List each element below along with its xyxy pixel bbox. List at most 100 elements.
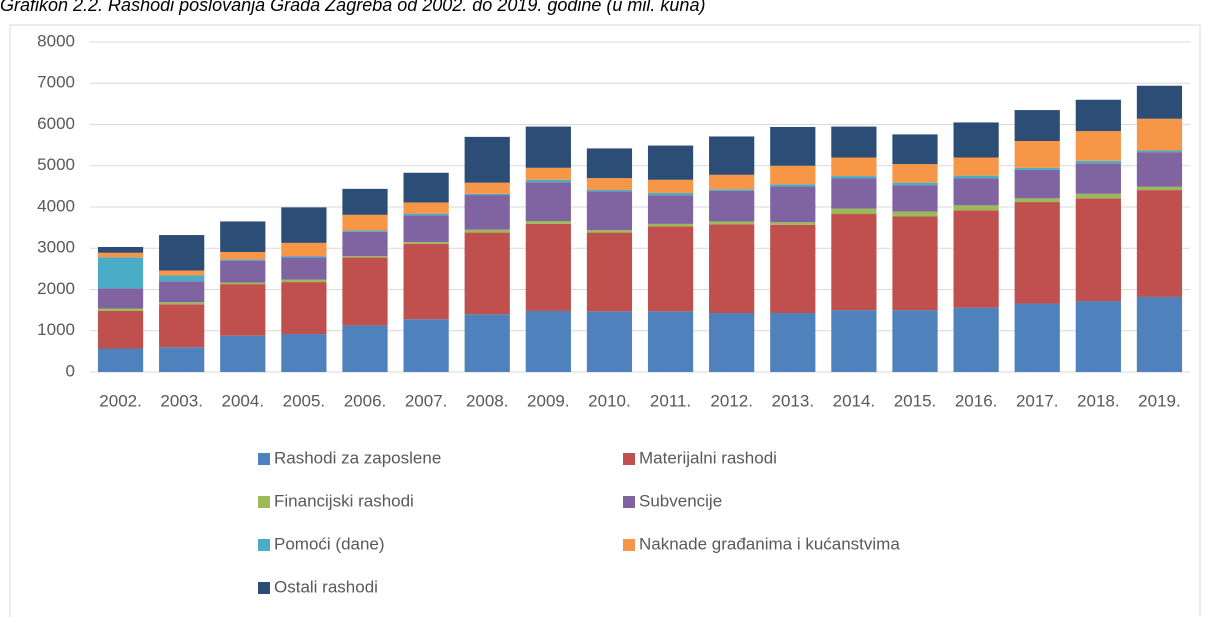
legend-label: Ostali rashodi [274, 577, 378, 596]
chart-frame [9, 24, 1201, 617]
bar-segment [1014, 110, 1060, 141]
bar-segment [220, 284, 266, 336]
bar-segment [159, 304, 205, 348]
bar-segment [281, 334, 327, 372]
legend-swatch [623, 453, 635, 465]
bar-segment [1136, 190, 1183, 297]
bar-segment [464, 193, 510, 196]
bar-segment [464, 229, 510, 233]
bar-segment [220, 282, 266, 285]
bar-segment [647, 145, 694, 180]
bar-segment [770, 222, 816, 225]
legend-swatch [623, 496, 635, 508]
y-tick-label: 4000 [37, 196, 75, 215]
bar-segment [464, 182, 510, 194]
bar-segment [953, 157, 999, 176]
bar-segment [281, 282, 327, 335]
x-tick-label: 2018. [1077, 391, 1120, 410]
bar-segment [342, 256, 388, 258]
bar-segment [892, 134, 938, 165]
y-tick-label: 3000 [37, 238, 75, 257]
bar-segment [1014, 303, 1060, 372]
bar-segment [342, 231, 388, 257]
bar-segment [525, 221, 571, 224]
legend-label: Financijski rashodi [274, 491, 414, 510]
bar-segment [892, 185, 938, 212]
x-tick-label: 2006. [344, 391, 387, 410]
bar-segment [464, 195, 510, 230]
bar-segment [159, 302, 205, 305]
bar-segment [586, 178, 633, 190]
bar-segment [464, 314, 510, 372]
bar-segment [281, 279, 327, 283]
bar-segment [342, 214, 388, 231]
bar-segment [953, 122, 999, 158]
bar-segment [1136, 186, 1183, 191]
bar-segment [281, 256, 327, 258]
x-tick-label: 2002. [99, 391, 142, 410]
bar-segment [586, 189, 633, 192]
bar-segment [647, 192, 694, 196]
bar-segment [159, 275, 205, 282]
y-tick-label: 0 [66, 361, 75, 380]
bar-segment [220, 259, 266, 261]
bar-segment [709, 136, 755, 175]
bar-segment [159, 235, 205, 271]
bar-segment [647, 311, 694, 372]
bar-segment [220, 260, 266, 283]
bar-segment [647, 179, 694, 193]
bar-segment [770, 224, 816, 314]
bar-segment [281, 257, 327, 280]
bar-segment [892, 211, 938, 217]
legend-label: Materijalni rashodi [639, 448, 777, 467]
x-tick-label: 2012. [710, 391, 753, 410]
bar-segment [525, 179, 571, 183]
bar-segment [586, 232, 633, 312]
x-tick-label: 2007. [405, 391, 448, 410]
y-tick-label: 8000 [37, 31, 75, 50]
bar-segment [586, 230, 633, 233]
bar-segment [831, 310, 877, 372]
x-tick-label: 2019. [1138, 391, 1181, 410]
bar-segment [525, 223, 571, 311]
bar-segment [831, 126, 877, 158]
chart-title: Grafikon 2.2. Rashodi poslovanja Grada Z… [0, 0, 705, 15]
bar-segment [709, 224, 755, 314]
y-tick-label: 6000 [37, 114, 75, 133]
bar-segment [770, 184, 816, 187]
bar-segment [403, 319, 449, 372]
bar-segment [1136, 152, 1183, 187]
bar-segment [1014, 202, 1060, 304]
bar-segment [770, 186, 816, 223]
legend-swatch [258, 453, 270, 465]
bar-segment [1014, 141, 1060, 168]
bar-segment [403, 213, 449, 216]
bar-segment [1014, 167, 1060, 170]
bar-segment [709, 174, 755, 190]
bar-segment [709, 190, 755, 222]
bar-segment [709, 189, 755, 191]
bar-segment [525, 167, 571, 180]
bar-segment [1075, 160, 1121, 164]
bar-segment [953, 210, 999, 308]
bar-segment [403, 202, 449, 214]
bar-segment [281, 207, 327, 243]
bar-segment [220, 221, 266, 252]
x-tick-label: 2010. [588, 391, 631, 410]
x-tick-label: 2005. [283, 391, 326, 410]
bar-segment [1075, 163, 1121, 194]
bar-segment [525, 182, 571, 222]
bar-segment [403, 242, 449, 244]
bar-segment [953, 205, 999, 211]
legend-swatch [258, 496, 270, 508]
bar-segment [1014, 169, 1060, 199]
bar-segment [953, 175, 999, 179]
x-tick-label: 2014. [833, 391, 876, 410]
x-tick-label: 2015. [894, 391, 937, 410]
bar-segment [159, 347, 205, 372]
bar-segment [953, 307, 999, 372]
x-tick-label: 2013. [772, 391, 815, 410]
bar-segment [586, 311, 633, 372]
bar-segment [97, 257, 144, 289]
